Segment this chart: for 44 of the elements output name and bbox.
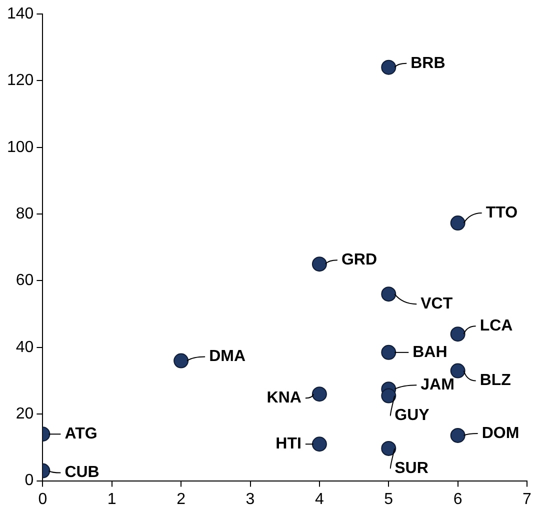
y-tick-label: 0 — [24, 472, 34, 490]
point — [381, 388, 396, 404]
annotation: JAM — [420, 376, 454, 394]
point — [312, 256, 327, 272]
x-tick-label: 5 — [384, 490, 394, 508]
point — [450, 326, 466, 342]
annotation: SUR — [394, 460, 429, 477]
x-tick-label: 2 — [176, 490, 186, 508]
y-tick-label: 120 — [6, 72, 34, 90]
x-tick-label: 1 — [107, 490, 116, 508]
annotation: TTO — [486, 204, 518, 222]
annotation: BLZ — [480, 372, 512, 390]
y-tick-label: 20 — [16, 406, 34, 423]
annotation: KNA — [266, 390, 302, 407]
point — [381, 344, 396, 360]
x-tick-label: 3 — [246, 490, 255, 508]
x-tick-label: 7 — [522, 490, 532, 508]
annotation: LCA — [480, 318, 514, 334]
point — [450, 363, 466, 378]
point — [312, 436, 327, 452]
point — [312, 386, 327, 402]
annotation: GUY — [394, 407, 430, 424]
y-tick-label: 40 — [16, 338, 34, 356]
x-tick-label: 0 — [38, 490, 48, 508]
annotation: BRB — [410, 54, 446, 72]
annotation: ATG — [64, 426, 98, 443]
point — [450, 216, 466, 231]
annotation: BAH — [412, 344, 448, 361]
point — [381, 60, 396, 75]
y-tick-label: 80 — [16, 205, 34, 222]
point — [450, 428, 466, 443]
annotation: CUB — [64, 464, 100, 482]
x-tick-label: 6 — [453, 490, 462, 508]
annotation: VCT — [420, 295, 453, 312]
point — [381, 286, 396, 302]
annotation: DMA — [209, 348, 246, 366]
annotation: HTI — [276, 436, 302, 453]
y-tick-label: 100 — [6, 138, 34, 156]
y-tick-label: 140 — [6, 5, 34, 22]
annotation: GRD — [341, 251, 378, 268]
point — [381, 440, 396, 456]
x-tick-label: 4 — [314, 490, 324, 508]
y-tick-label: 60 — [16, 272, 34, 290]
annotation: DOM — [482, 424, 520, 442]
